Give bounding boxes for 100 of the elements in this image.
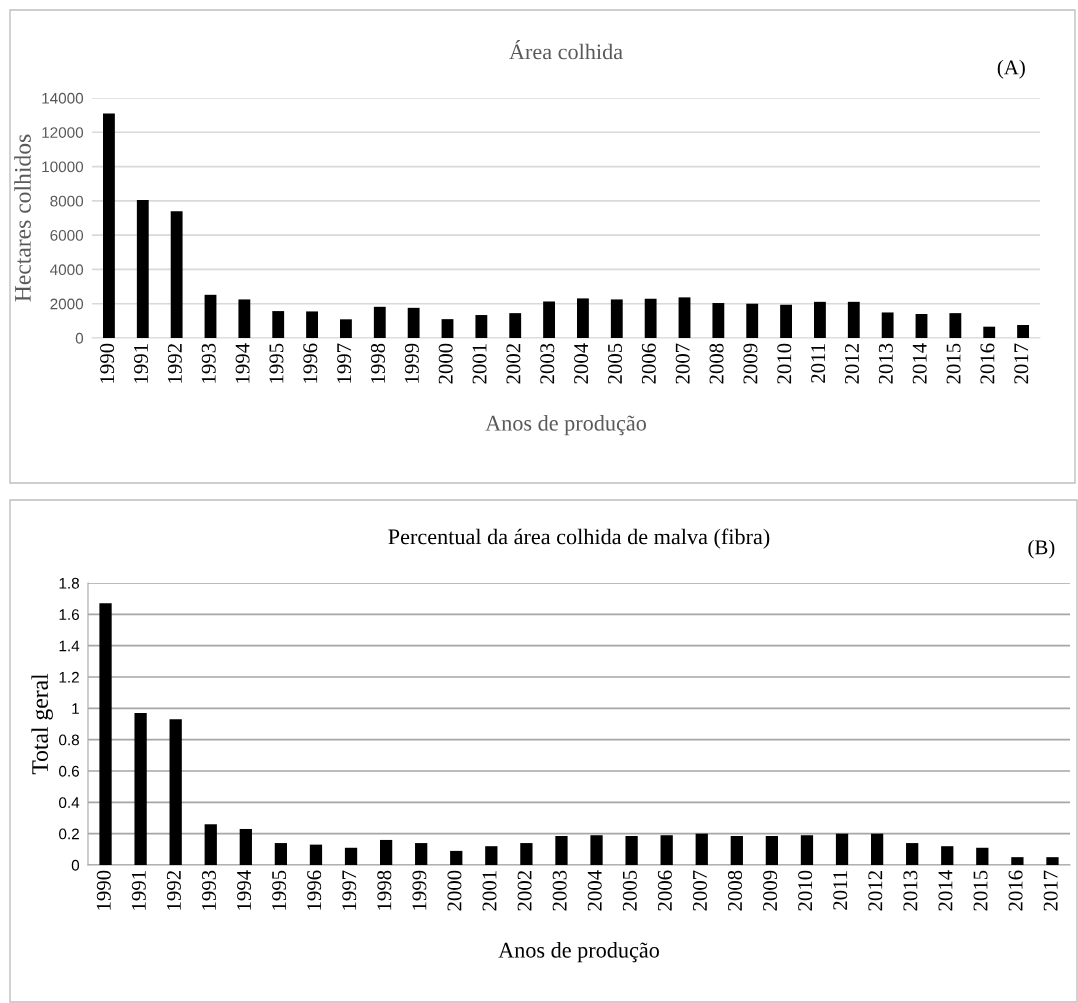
x-tick-label: 2002 — [506, 344, 521, 384]
x-axis-title: Anos de produção — [498, 942, 659, 963]
chart-title: Área colhida — [509, 40, 623, 60]
x-axis-title: Anos de produção — [485, 415, 646, 436]
x-tick-label: 2009 — [743, 343, 758, 384]
chart-title: Percentual da área colhida de malva (fibra) — [388, 528, 770, 549]
x-tick-label: 1994 — [237, 870, 252, 910]
x-tick-label: 2016 — [1008, 870, 1023, 911]
x-tick-label: 2006 — [641, 343, 656, 384]
x-tick-label: 2008 — [727, 870, 743, 911]
y-tick-label: 0.4 — [59, 797, 80, 809]
x-tick-label: 2011 — [833, 871, 848, 910]
x-tick-label: 2002 — [517, 871, 532, 911]
x-tick-label: 2005 — [607, 343, 622, 384]
x-tick-label: 2003 — [540, 343, 555, 384]
y-axis-title: Total geral — [31, 673, 53, 775]
bar — [644, 298, 657, 338]
x-tick-label: 1998 — [377, 870, 392, 910]
bar — [881, 312, 894, 338]
y-tick-label: 2000 — [50, 298, 84, 310]
bar — [309, 844, 323, 865]
x-tick-label: 1991 — [131, 871, 146, 910]
x-tick-label: 2012 — [868, 871, 883, 911]
bar — [835, 833, 849, 865]
bar — [590, 835, 603, 865]
y-tick-label: 10000 — [42, 161, 84, 173]
bar — [906, 843, 919, 865]
bar — [976, 847, 989, 865]
bar — [730, 836, 743, 865]
x-tick-label: 1990 — [96, 870, 111, 910]
bar — [509, 313, 522, 338]
y-tick-label: 0.8 — [59, 734, 79, 746]
x-tick-label: 1995 — [272, 870, 287, 910]
y-tick-label: 0 — [75, 332, 84, 344]
bar — [814, 301, 826, 338]
x-tick-label: 2017 — [1043, 870, 1058, 911]
x-tick-label: 2011 — [811, 344, 826, 383]
bar — [678, 297, 691, 338]
bar — [134, 713, 147, 865]
text: (B) — [1028, 539, 1055, 559]
bar — [983, 326, 996, 338]
x-tick-label: 2004 — [587, 870, 602, 911]
text: (A) — [997, 59, 1025, 79]
bar — [344, 847, 358, 865]
bar — [543, 301, 555, 338]
bar — [915, 314, 928, 338]
bar — [625, 836, 638, 865]
bar — [379, 839, 393, 865]
x-tick-label: 2014 — [938, 870, 953, 911]
x-tick-label: 1998 — [370, 343, 385, 383]
bar — [847, 301, 860, 338]
x-tick-label: 1991 — [134, 344, 148, 383]
y-tick-label: 1.6 — [59, 609, 79, 621]
y-tick-label: 0 — [71, 859, 80, 871]
x-tick-label: 2013 — [903, 870, 918, 911]
x-tick-label: 2015 — [946, 343, 961, 384]
x-tick-label: 1994 — [235, 343, 250, 383]
x-tick-label: 1999 — [412, 870, 427, 910]
bar — [780, 304, 792, 338]
x-tick-label: 2004 — [574, 343, 589, 384]
y-tick-label: 1 — [72, 703, 79, 714]
bar — [340, 319, 352, 338]
bar — [695, 833, 708, 865]
bar — [485, 846, 498, 865]
y-tick-label: 8000 — [50, 195, 84, 207]
bar — [407, 307, 420, 338]
bar — [136, 200, 149, 338]
x-tick-label: 2007 — [692, 870, 707, 911]
bar — [272, 311, 285, 338]
bar — [373, 306, 386, 338]
bar — [475, 315, 488, 338]
bar — [610, 299, 623, 338]
bar — [450, 850, 463, 865]
x-tick-label: 2014 — [912, 343, 927, 384]
y-tick-label: 14000 — [42, 92, 84, 104]
x-tick-label: 1999 — [404, 343, 419, 383]
bar — [239, 828, 252, 865]
bar — [746, 303, 759, 338]
bar — [99, 603, 112, 865]
x-tick-label: 2006 — [657, 870, 672, 911]
x-tick-label: 2005 — [622, 870, 637, 911]
bar — [765, 836, 779, 865]
x-tick-label: 1992 — [167, 344, 182, 383]
bar — [1017, 324, 1029, 338]
x-tick-label: 2009 — [763, 870, 778, 911]
bar — [169, 719, 182, 865]
bar — [103, 113, 115, 338]
x-tick-label: 2017 — [1014, 343, 1029, 384]
bar — [415, 843, 428, 865]
bar — [306, 311, 318, 338]
x-tick-label: 2016 — [980, 343, 995, 384]
y-tick-label: 12000 — [42, 127, 84, 138]
x-tick-label: 2001 — [472, 344, 487, 384]
x-tick-label: 2010 — [777, 343, 792, 384]
bar — [577, 298, 589, 338]
y-tick-label: 1.8 — [59, 577, 79, 589]
bar — [238, 299, 251, 338]
bar — [170, 211, 183, 338]
bar — [520, 843, 533, 865]
x-tick-label: 2000 — [438, 343, 453, 384]
